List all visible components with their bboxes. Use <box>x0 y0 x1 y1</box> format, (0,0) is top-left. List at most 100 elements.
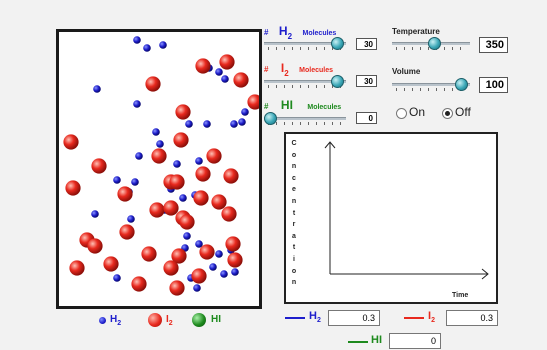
i2-output-label: I2 <box>428 310 435 325</box>
i2-molecule <box>195 166 211 182</box>
temperature-slider[interactable] <box>392 36 470 54</box>
concentration-letter: e <box>292 186 296 194</box>
i2-molecule <box>171 248 187 264</box>
h2-slider-knob[interactable] <box>330 37 344 50</box>
h2-molecule <box>135 152 143 160</box>
h2-hash: # <box>264 28 269 37</box>
i2-molecule <box>119 224 135 240</box>
h2-slider-label: # H2 Molecules <box>264 22 336 41</box>
h2-molecule <box>127 215 135 223</box>
concentration-letter: c <box>292 174 296 182</box>
i2-subscript: 2 <box>284 69 289 79</box>
concentration-letter: C <box>291 140 297 147</box>
i2-molecule <box>179 214 195 230</box>
h2-molecule <box>195 240 203 248</box>
i2-value-box[interactable]: 30 <box>356 75 377 87</box>
temperature-label: Temperature <box>392 27 440 36</box>
i2-molecule <box>169 174 185 190</box>
i2-molecule <box>225 236 241 252</box>
h2-molecule <box>131 178 139 186</box>
h2-molecule <box>133 36 141 44</box>
i2-molecule <box>149 202 165 218</box>
i2-molecule <box>63 134 79 150</box>
time-axis-label: Time <box>452 292 469 299</box>
i2-molecule <box>175 104 191 120</box>
i2-slider-knob[interactable] <box>330 75 344 88</box>
h2-molecule <box>156 140 164 148</box>
concentration-letter: n <box>291 163 297 171</box>
h2-molecule <box>221 75 229 83</box>
hi-slider[interactable] <box>264 111 346 129</box>
i2-legend-icon <box>148 313 162 327</box>
concentration-letter: n <box>291 279 297 287</box>
concentration-letter: o <box>291 267 297 275</box>
hi-legend: HI <box>211 314 221 325</box>
i2-concentration-box: 0.3 <box>446 310 498 326</box>
h2-concentration-box: 0.3 <box>328 310 380 326</box>
h2-value-box[interactable]: 30 <box>356 38 377 50</box>
concentration-letter: a <box>292 232 296 240</box>
h2-molecules-label: Molecules <box>302 30 337 37</box>
concentration-letter: o <box>291 151 297 159</box>
i2-formula: I <box>280 61 285 75</box>
y-axis-arrow <box>324 141 336 149</box>
h2-subscript: 2 <box>287 32 293 42</box>
i2-molecule <box>173 132 189 148</box>
h2-molecule <box>159 41 167 49</box>
h2-molecule <box>215 250 223 258</box>
hi-slider-label: # HI Molecules <box>264 96 341 114</box>
hi-hash: # <box>264 102 269 111</box>
i2-molecule <box>131 276 147 292</box>
off-radio[interactable] <box>442 108 453 119</box>
i2-line-swatch <box>404 317 424 319</box>
h2-molecule <box>230 120 238 128</box>
i2-molecule <box>227 252 243 268</box>
off-radio-dot <box>445 111 450 116</box>
h2-output-label: H2 <box>309 310 321 325</box>
volume-slider[interactable] <box>392 77 470 95</box>
concentration-letter: r <box>292 221 296 229</box>
h2-molecule <box>195 157 203 165</box>
hi-legend-icon <box>192 313 206 327</box>
h2-slider[interactable] <box>264 36 346 54</box>
h2-molecule <box>185 120 193 128</box>
i2-molecule <box>193 190 209 206</box>
concentration-letter: i <box>293 256 295 263</box>
h2-molecule <box>209 263 217 271</box>
i2-hash: # <box>264 65 269 74</box>
i2-molecule <box>219 54 235 70</box>
hi-slider-knob[interactable] <box>264 112 277 125</box>
h2-molecule <box>152 128 160 136</box>
i2-molecules-label: Molecules <box>299 67 334 74</box>
h2-molecule <box>113 176 121 184</box>
volume-value-box[interactable]: 100 <box>479 77 508 93</box>
concentration-letter: t <box>292 244 296 252</box>
i2-molecule <box>199 244 215 260</box>
h2-molecule <box>93 85 101 93</box>
on-radio[interactable] <box>396 108 407 119</box>
on-label: On <box>409 105 426 119</box>
i2-molecule <box>223 168 239 184</box>
hi-line-swatch <box>348 341 368 343</box>
i2-molecule <box>233 72 249 88</box>
hi-molecules-label: Molecules <box>307 104 342 111</box>
temperature-slider-knob[interactable] <box>428 37 442 50</box>
h2-molecule <box>183 232 191 240</box>
concentration-letter: t <box>292 209 296 217</box>
h2-molecule <box>220 270 228 278</box>
i2-slider[interactable] <box>264 74 346 92</box>
volume-slider-knob[interactable] <box>454 78 468 91</box>
h2-molecule <box>238 118 246 126</box>
i2-molecule <box>103 256 119 272</box>
i2-molecule <box>169 280 185 296</box>
temperature-value-box[interactable]: 350 <box>479 37 508 53</box>
hi-formula: HI <box>280 98 293 112</box>
i2-molecule <box>163 260 179 276</box>
hi-value-box[interactable]: 0 <box>356 112 377 124</box>
h2-molecule <box>203 120 211 128</box>
concentration-letter: n <box>291 198 297 205</box>
molecule-field <box>63 36 259 296</box>
i2-molecule <box>206 148 222 164</box>
off-label: Off <box>455 105 471 119</box>
i2-molecule <box>221 206 237 222</box>
